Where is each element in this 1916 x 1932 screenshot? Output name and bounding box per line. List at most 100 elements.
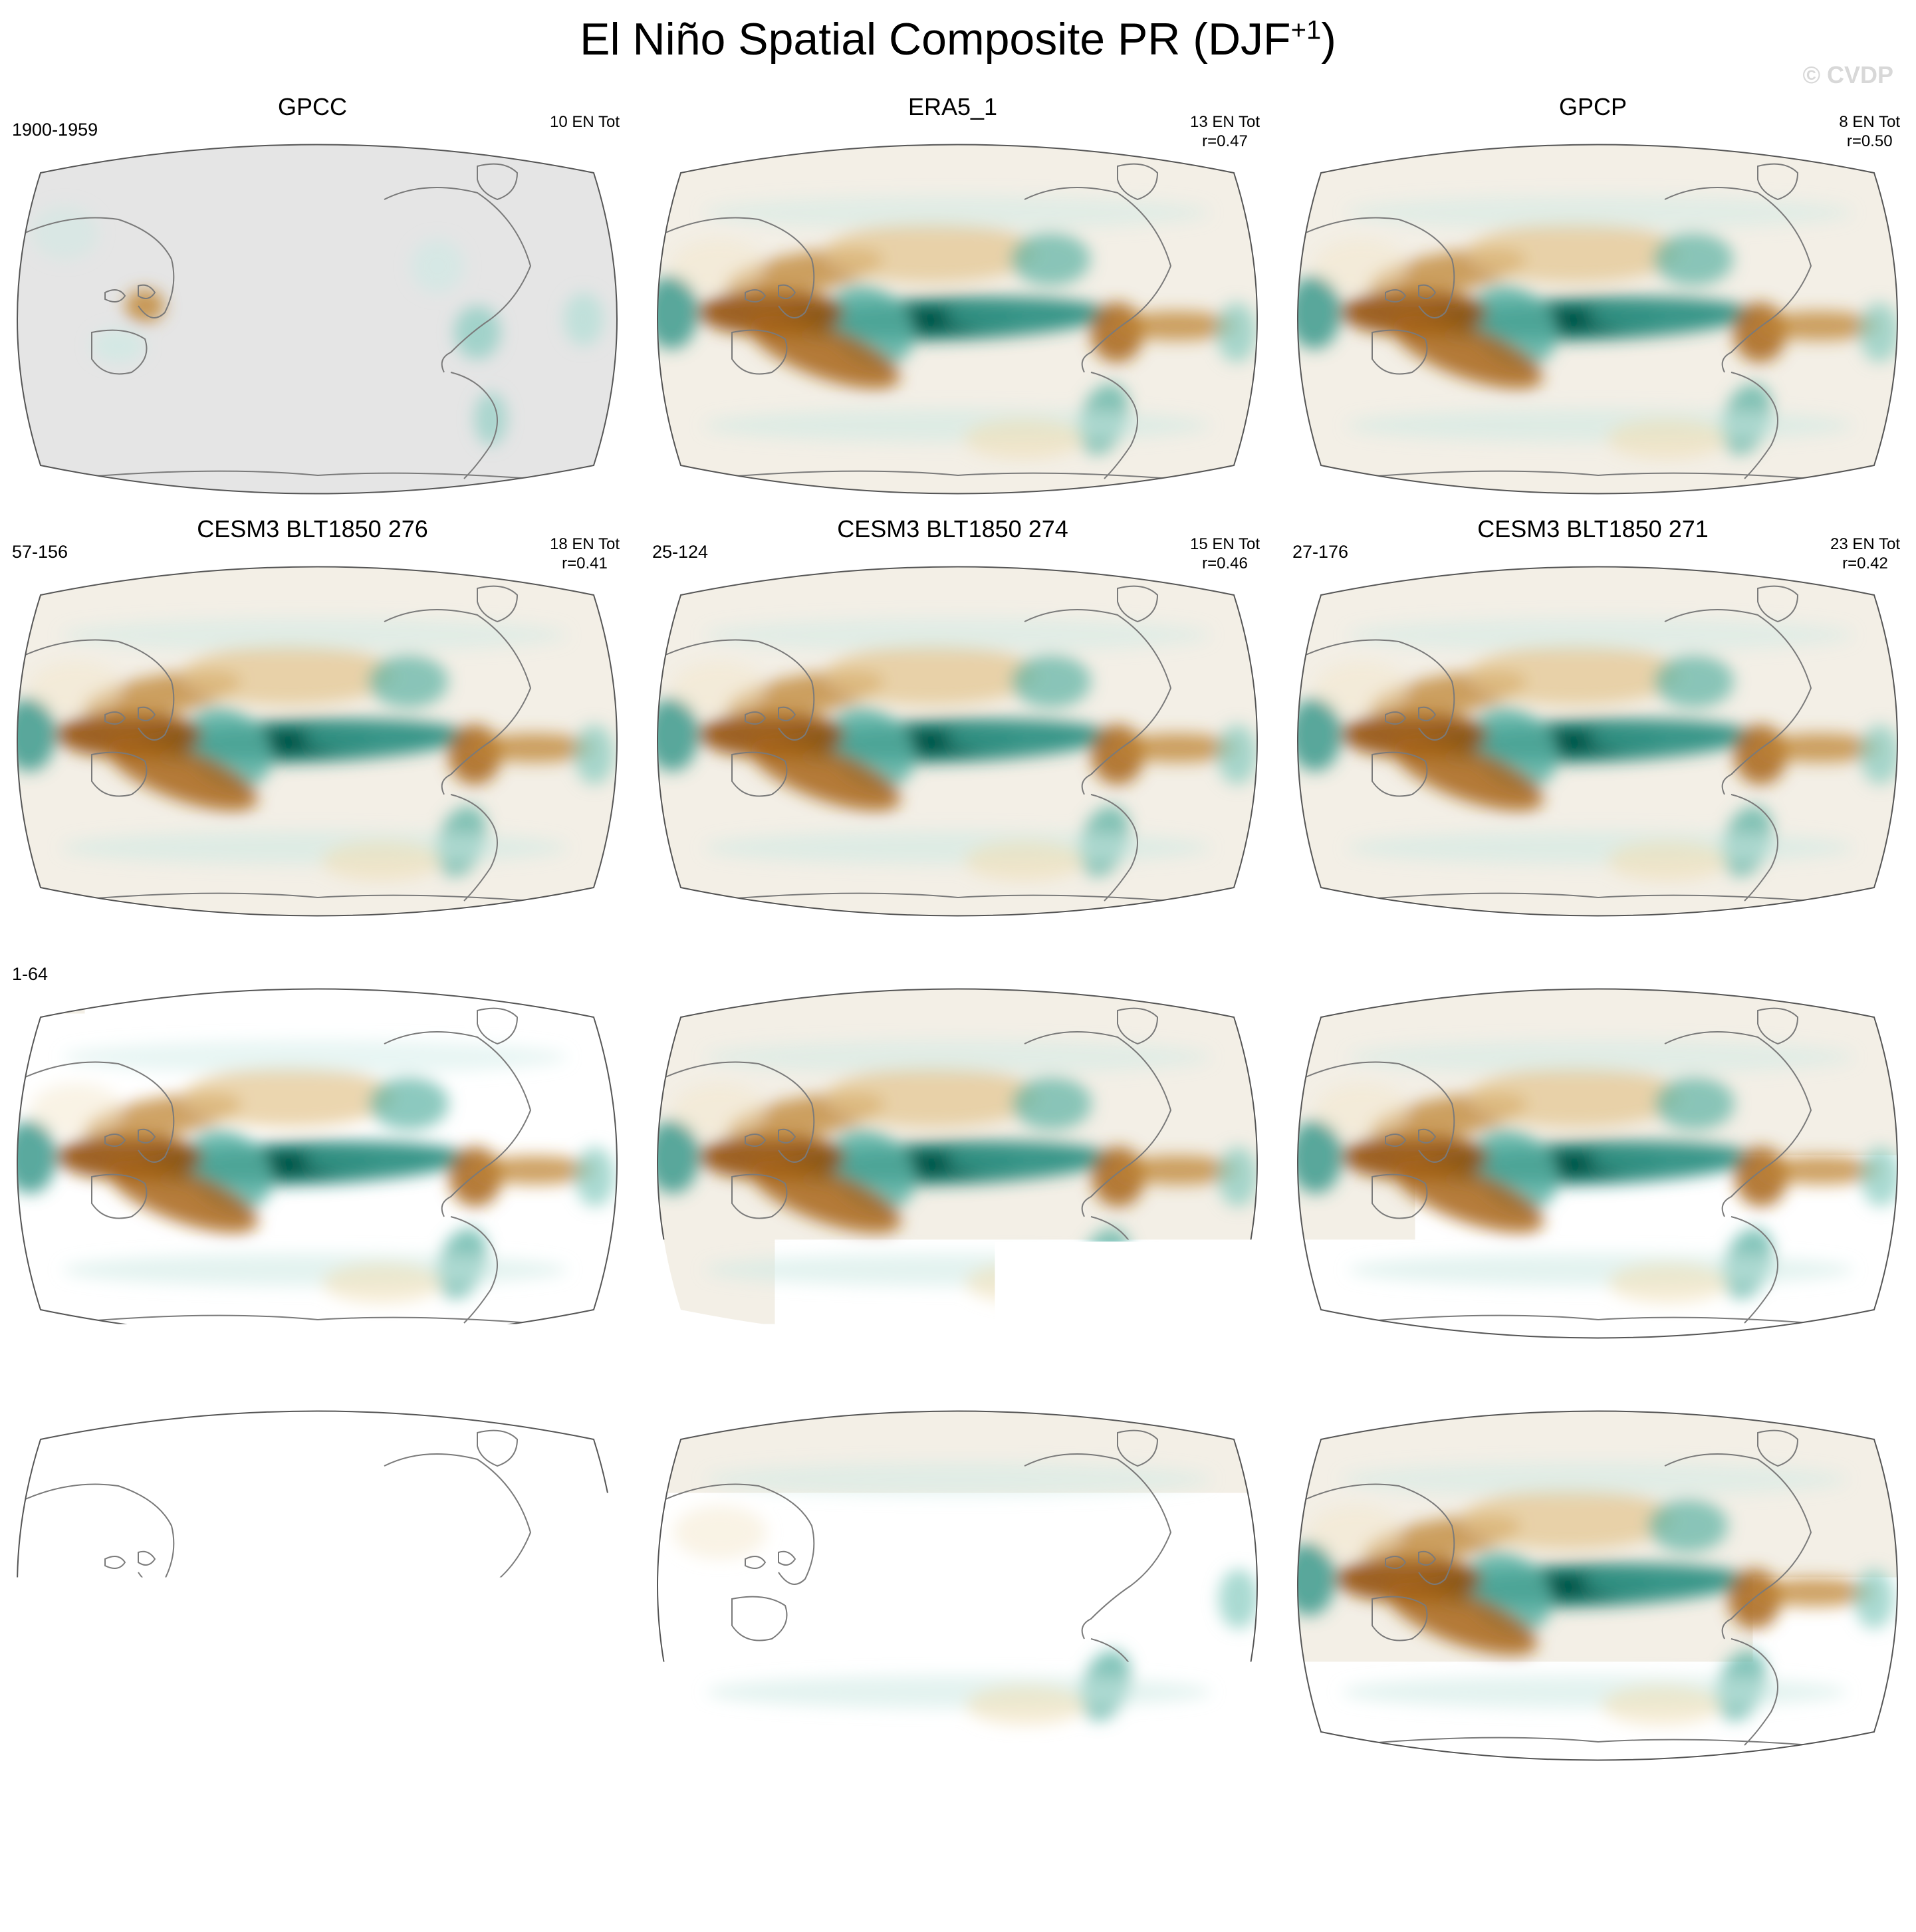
anomaly-blob	[672, 662, 765, 715]
anomaly-blob	[705, 1040, 1211, 1074]
anomaly-blob	[673, 1084, 766, 1137]
panel-event-count: 18 EN Tot	[550, 535, 620, 554]
anomaly-blob	[1462, 1489, 1675, 1549]
anomaly-blob	[62, 1253, 568, 1286]
panel-event-count: 15 EN Tot	[1190, 535, 1260, 554]
colorbar-swatch	[701, 1800, 766, 1830]
anomaly-blob	[1314, 239, 1407, 293]
anomaly-blob	[564, 293, 604, 346]
colorbar-units: mm/day	[0, 1879, 1916, 1920]
anomaly-blob	[824, 223, 1037, 283]
colorbar	[315, 1799, 1602, 1831]
map-figure	[652, 555, 1262, 927]
colorbar-tick-label: 5	[1528, 1839, 1547, 1879]
anomaly-blob	[1342, 1463, 1847, 1496]
map-panel: CESM3 BLT1850 268 1-64 10 EN Tot r=0.44	[0, 937, 625, 1350]
anomaly-blob	[302, 1146, 462, 1175]
colorbar-tick-label: -2	[557, 1839, 588, 1879]
anomaly-blob	[1608, 1263, 1728, 1303]
anomaly-blob	[1469, 1067, 1681, 1127]
anomaly-blob	[1347, 196, 1852, 229]
anomaly-blob	[368, 655, 448, 708]
anomaly-blob	[1013, 1499, 1092, 1552]
anomaly-blob	[30, 1084, 123, 1137]
map-field	[12, 977, 622, 1350]
anomaly-blob	[1217, 725, 1257, 785]
anomaly-blob	[1309, 1506, 1402, 1559]
map-figure	[1292, 977, 1903, 1350]
anomaly-blob	[1854, 1569, 1894, 1629]
anomaly-blob	[29, 662, 122, 715]
anomaly-blob	[63, 1463, 568, 1496]
anomaly-blob	[1011, 233, 1090, 286]
anomaly-blob	[706, 1463, 1211, 1496]
map-field	[1292, 1399, 1903, 1772]
colorbar-swatch	[1279, 1800, 1344, 1830]
anomaly-blob	[1315, 662, 1408, 715]
anomaly-blob	[1342, 1675, 1847, 1709]
map-panel: ERA5_1 13 EN Tot r=0.47	[640, 93, 1265, 505]
colorbar-swatch	[381, 1800, 445, 1830]
anomaly-blob	[1608, 841, 1727, 881]
colorbar-tick-label: 3	[1399, 1839, 1418, 1879]
map-panel: CESM3 BLT1850 274 25-124 15 EN Tot r=0.46	[640, 515, 1265, 927]
map-panel: GPCP 8 EN Tot r=0.50	[1280, 93, 1905, 505]
anomaly-blob	[1860, 725, 1900, 785]
anomaly-blob	[706, 1675, 1211, 1709]
anomaly-blob	[474, 392, 507, 445]
colorbar-swatch	[1151, 1800, 1215, 1830]
map-background	[12, 133, 622, 505]
map-figure	[652, 1399, 1262, 1772]
panel-title: CESM3 BLT1850 276	[0, 515, 625, 543]
panel-event-count: 21 EN Tot	[550, 1380, 620, 1399]
colorbar-swatch	[1022, 1800, 1087, 1830]
anomaly-blob	[1587, 301, 1746, 330]
panel-event-count: 14 EN Tot	[1830, 957, 1900, 977]
map-field	[1292, 555, 1903, 927]
map-panel: CESM3 BLT1850 271 27-176 23 EN Tot r=0.42	[1280, 515, 1905, 927]
panel-event-count: 18 EN Tot	[1190, 1380, 1260, 1399]
map-panel: CESM3 4xco2 276 4xco2 1-108 18 EN Tot r=0.3…	[640, 1360, 1265, 1772]
watermark: © CVDP	[1802, 61, 1893, 89]
anomaly-blob	[1468, 645, 1681, 705]
anomaly-blob	[62, 1040, 568, 1074]
colorbar-tick-label: -3	[493, 1839, 523, 1879]
anomaly-blob	[1217, 302, 1257, 362]
anomaly-blob	[826, 1489, 1039, 1549]
anomaly-blob	[945, 723, 1104, 753]
anomaly-blob	[322, 841, 441, 881]
map-figure	[12, 977, 622, 1350]
map-figure	[652, 133, 1262, 505]
anomaly-blob	[1219, 1569, 1258, 1629]
map-figure	[12, 555, 622, 927]
anomaly-blob	[673, 1506, 767, 1559]
colorbar-swatch	[1536, 1800, 1600, 1830]
anomaly-blob	[183, 1489, 396, 1549]
colorbar-tick-label: .1	[1009, 1839, 1037, 1879]
anomaly-blob	[575, 1147, 615, 1207]
anomaly-blob	[1607, 419, 1727, 459]
anomaly-blob	[1467, 223, 1680, 283]
anomaly-blob	[1861, 1147, 1901, 1207]
colorbar-tick-label: -5	[364, 1839, 395, 1879]
anomaly-blob	[574, 725, 614, 785]
map-figure	[652, 977, 1262, 1350]
title-close: )	[1321, 14, 1336, 64]
title-superscript: +1	[1291, 15, 1322, 45]
anomaly-blob	[63, 1675, 568, 1709]
anomaly-blob	[1582, 1568, 1741, 1597]
map-field	[12, 1399, 622, 1772]
map-field	[12, 133, 622, 505]
anomaly-blob	[323, 1685, 443, 1725]
panel-event-count: 21 EN Tot	[1830, 1380, 1900, 1399]
colorbar-tick-label: -.1	[874, 1839, 914, 1879]
panel-event-count: 10 EN Tot	[550, 113, 620, 132]
anomaly-blob	[31, 1506, 124, 1559]
anomaly-blob	[1347, 409, 1852, 442]
anomaly-blob	[370, 1499, 449, 1552]
anomaly-blob	[302, 723, 461, 753]
anomaly-blob	[303, 1568, 463, 1597]
map-field	[652, 1399, 1262, 1772]
anomaly-blob	[576, 1569, 616, 1629]
panel-title: CESM3 BLT1850 268	[0, 937, 625, 965]
